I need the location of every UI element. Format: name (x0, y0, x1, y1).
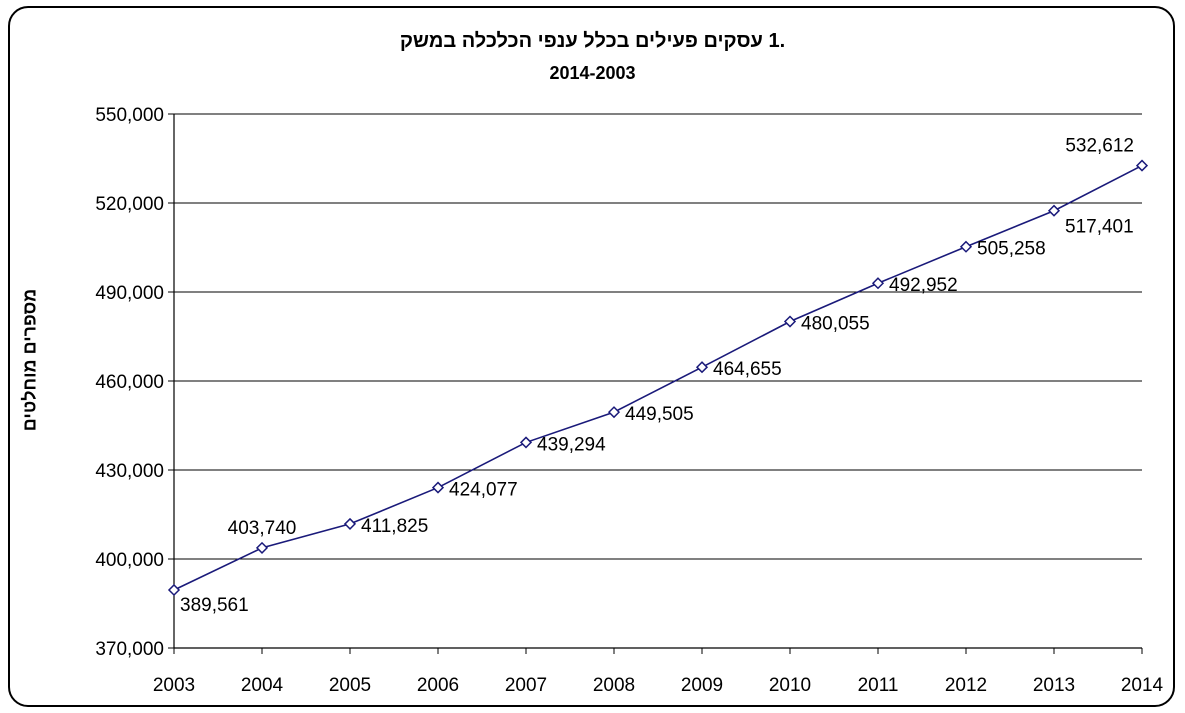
data-point-marker (1135, 159, 1149, 172)
data-point-marker (431, 481, 445, 494)
x-tick-label: 2006 (417, 675, 459, 696)
y-tick-label: 460,000 (95, 372, 164, 393)
data-point-marker (343, 517, 357, 530)
x-tick-label: 2010 (769, 675, 811, 696)
data-point-marker (519, 436, 533, 449)
y-tick-label: 520,000 (95, 194, 164, 215)
x-tick-label: 2008 (593, 675, 635, 696)
data-label: 449,505 (625, 404, 694, 425)
data-label: 411,825 (361, 516, 428, 537)
data-label: 480,055 (801, 314, 870, 335)
x-tick-label: 2007 (505, 675, 547, 696)
chart-title: .1 עסקים פעילים בכלל ענפי הכלכלה במשק (399, 30, 786, 52)
x-tick-label: 2005 (329, 675, 371, 696)
x-tick-label: 2009 (681, 675, 723, 696)
chart-frame (8, 6, 1175, 707)
y-tick-label: 370,000 (95, 639, 164, 660)
data-point-marker (607, 406, 621, 419)
data-point-marker (695, 361, 709, 374)
data-point-marker (871, 277, 885, 290)
data-label: 505,258 (977, 239, 1046, 260)
data-label: 532,612 (1065, 136, 1134, 157)
data-label: 492,952 (889, 275, 958, 296)
y-tick-label: 490,000 (95, 283, 164, 304)
data-label: 389,561 (180, 595, 249, 616)
x-tick-label: 2003 (153, 675, 195, 696)
data-point-marker (255, 541, 269, 554)
data-point-marker (167, 583, 181, 597)
x-tick-label: 2012 (945, 675, 987, 696)
y-tick-label: 430,000 (95, 461, 164, 482)
data-label: 517,401 (1065, 217, 1134, 238)
x-tick-label: 2013 (1033, 675, 1075, 696)
series-line (173, 164, 1143, 591)
y-tick-label: 400,000 (95, 550, 164, 571)
y-tick-label: 550,000 (95, 105, 164, 126)
data-point-marker (959, 240, 973, 253)
data-label: 464,655 (713, 359, 782, 380)
data-label: 424,077 (449, 480, 518, 501)
data-point-marker (783, 315, 797, 328)
data-label: 439,294 (537, 434, 606, 455)
data-label: 403,740 (228, 518, 297, 539)
x-tick-label: 2004 (241, 675, 284, 696)
data-point-marker (1047, 204, 1061, 217)
x-tick-label: 2014 (1121, 675, 1164, 696)
x-tick-label: 2011 (858, 675, 899, 696)
chart-subtitle: 2014-2003 (549, 63, 636, 83)
